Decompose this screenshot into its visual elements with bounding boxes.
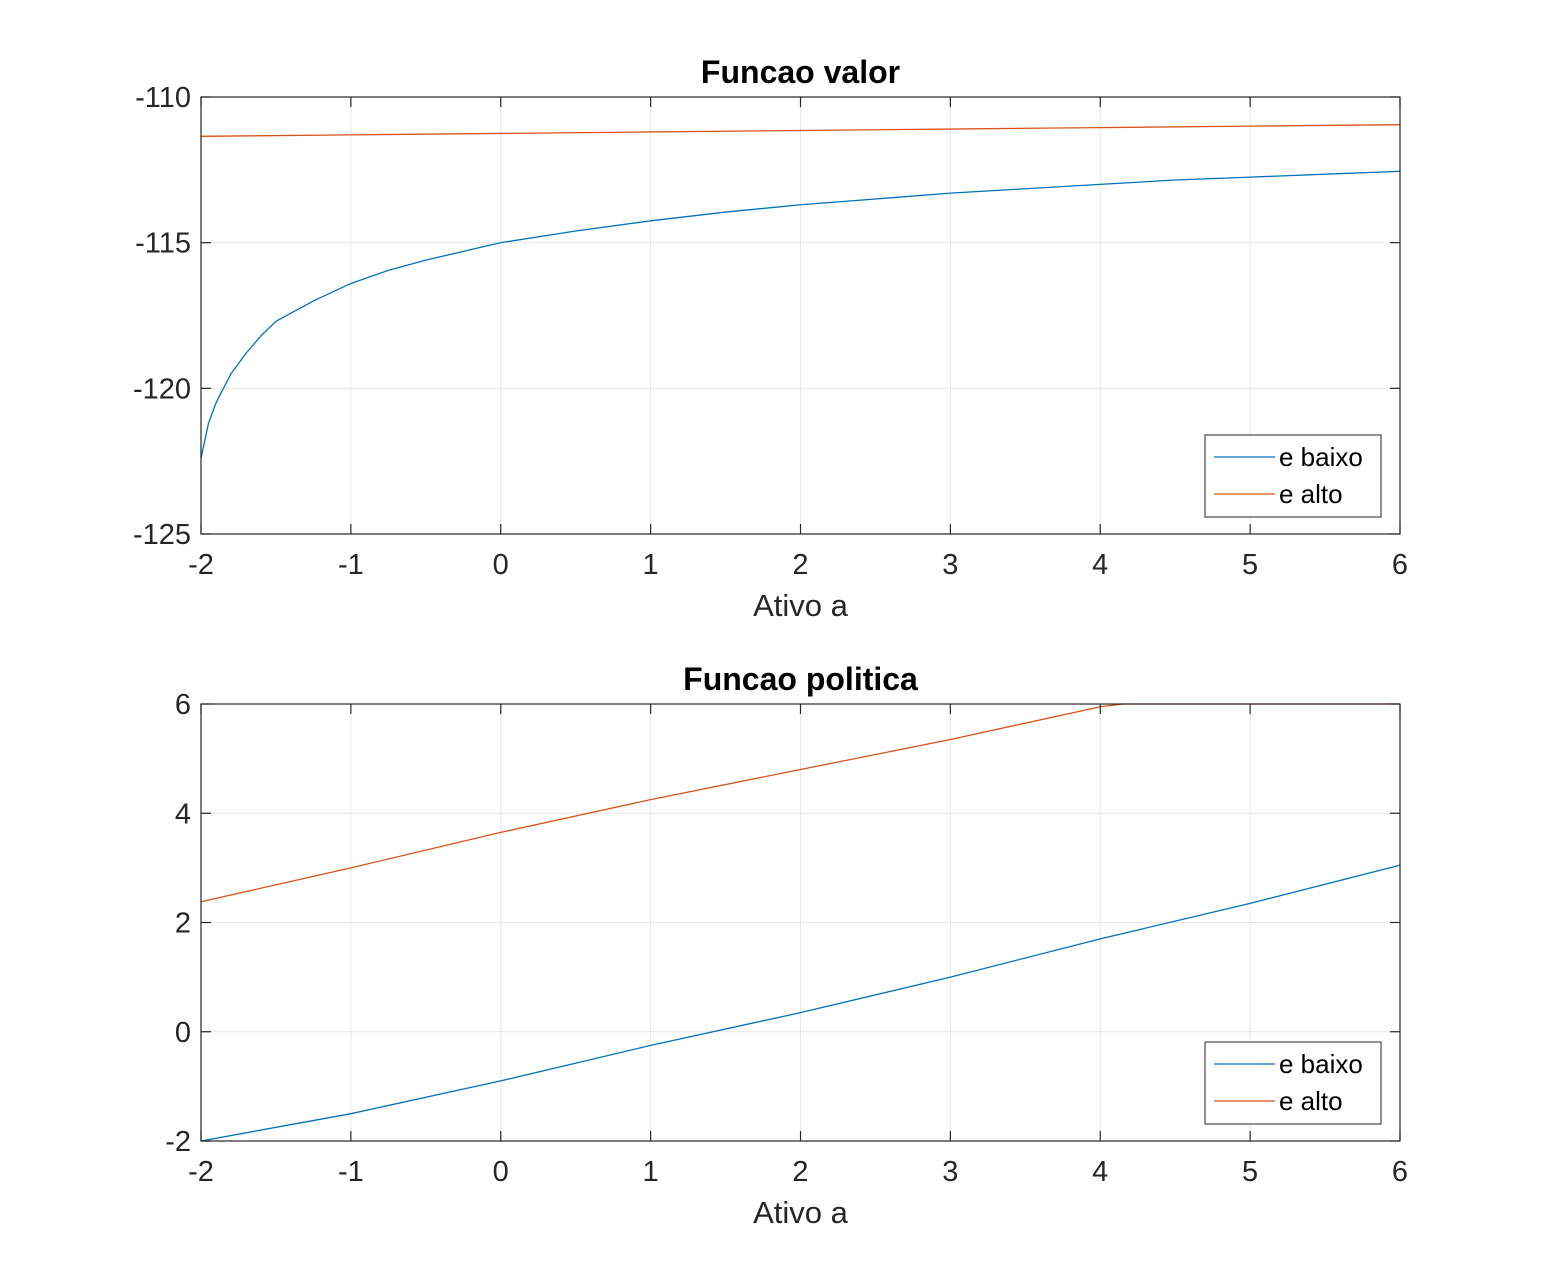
y-tick-label: -115 — [135, 228, 191, 260]
x-tick-label: 3 — [942, 549, 958, 581]
y-tick-label: -120 — [133, 373, 191, 405]
x-tick-label: -1 — [338, 1156, 364, 1188]
y-tick-label: 2 — [175, 908, 191, 940]
legend: e baixo e alto — [1204, 434, 1382, 518]
chart-panel-2: -2 -1 0 1 2 3 4 5 6 6 4 2 0 -2 Funcao politica Ativo a e… — [165, 661, 1408, 1230]
legend: e baixo e alto — [1204, 1041, 1382, 1125]
x-tick-label: 2 — [792, 549, 808, 581]
legend-box — [1204, 434, 1382, 518]
x-tick-label: 5 — [1242, 549, 1258, 581]
x-tick-label: -2 — [188, 549, 214, 581]
y-tick-label: 4 — [175, 798, 191, 830]
x-axis-label: Ativo a — [753, 588, 849, 623]
chart-panel-1: -2 -1 0 1 2 3 4 5 6 -110 -115 -120 -125 Funcao valor A… — [133, 54, 1408, 623]
x-tick-label: 1 — [643, 549, 659, 581]
x-tick-label: 5 — [1242, 1156, 1258, 1188]
x-axis-label: Ativo a — [753, 1195, 849, 1230]
legend-box — [1204, 1041, 1382, 1125]
legend-entry-label: e alto — [1279, 479, 1343, 509]
x-tick-label: 4 — [1092, 549, 1108, 581]
y-tick-label: 6 — [175, 689, 191, 721]
x-tick-label: 6 — [1392, 549, 1408, 581]
legend-entry-label: e alto — [1279, 1086, 1343, 1116]
x-tick-label: 0 — [493, 1156, 509, 1188]
y-tick-label: -110 — [135, 82, 191, 114]
x-tick-label: 6 — [1392, 1156, 1408, 1188]
chart-title: Funcao valor — [701, 54, 900, 90]
x-tick-label: 0 — [493, 549, 509, 581]
legend-entry-label: e baixo — [1279, 442, 1363, 472]
y-tick-label: -125 — [133, 519, 191, 551]
y-tick-label: -2 — [165, 1126, 191, 1158]
x-tick-label: -2 — [188, 1156, 214, 1188]
x-tick-label: 1 — [643, 1156, 659, 1188]
chart-title: Funcao politica — [683, 661, 918, 697]
x-tick-label: 3 — [942, 1156, 958, 1188]
x-tick-label: 4 — [1092, 1156, 1108, 1188]
x-tick-label: 2 — [792, 1156, 808, 1188]
legend-entry-label: e baixo — [1279, 1049, 1363, 1079]
x-tick-label: -1 — [338, 549, 364, 581]
y-tick-label: 0 — [175, 1017, 191, 1049]
